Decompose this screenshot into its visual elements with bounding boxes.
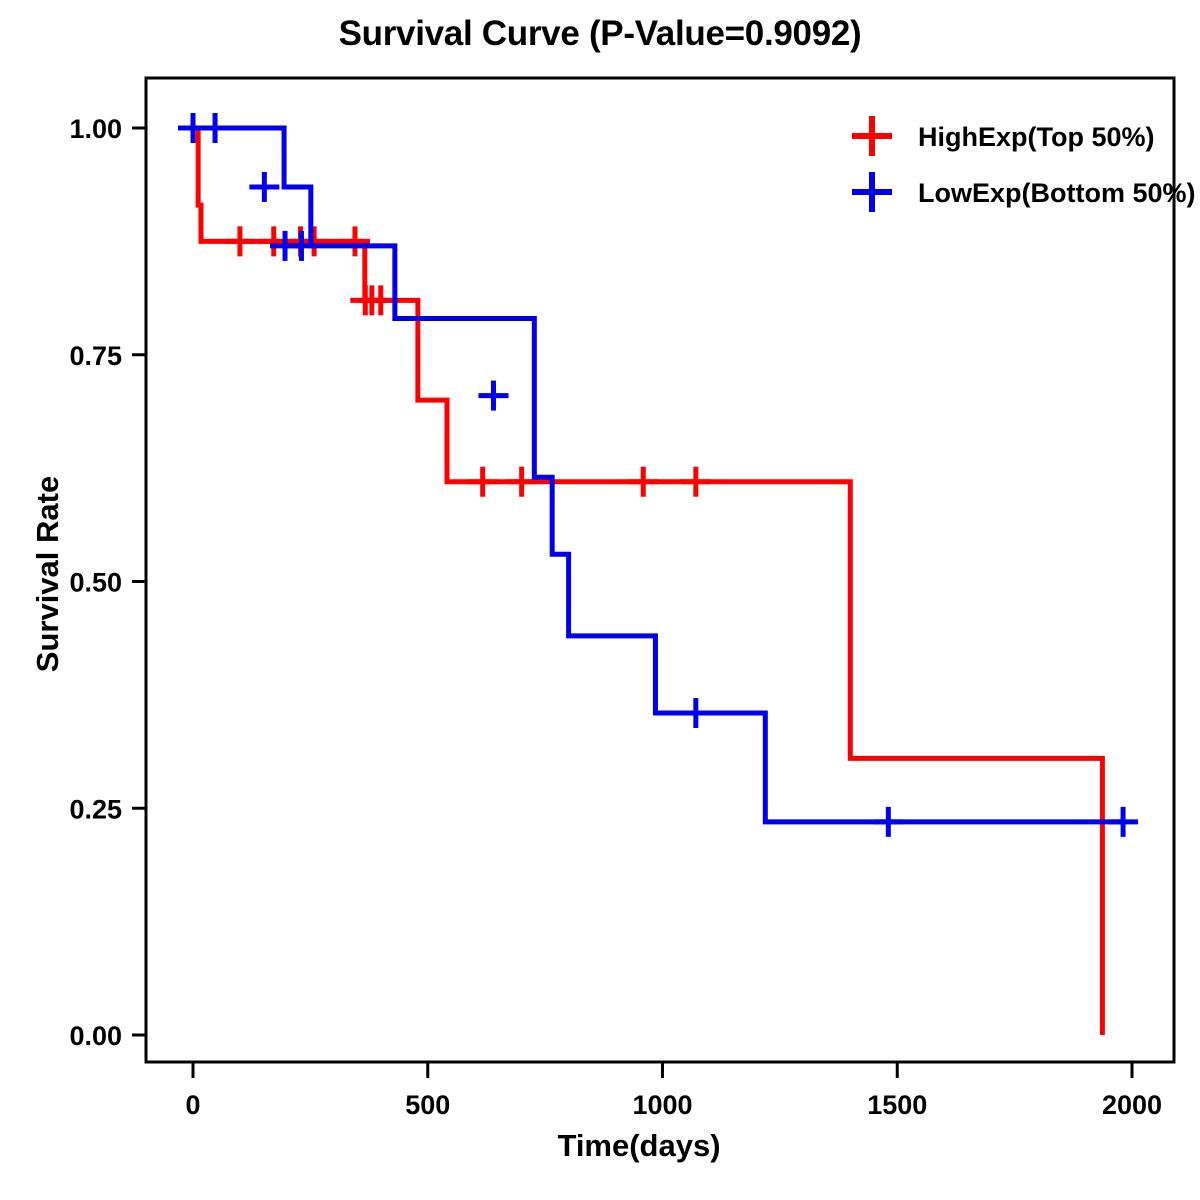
x-axis-label: Time(days): [557, 1128, 721, 1163]
censor-marker: [224, 226, 255, 257]
censor-marker: [339, 226, 370, 257]
censor-marker: [680, 698, 711, 729]
survival-step-line: [193, 125, 1105, 1035]
data-series: [178, 113, 1139, 1035]
chart-title: Survival Curve (P-Value=0.9092): [338, 14, 862, 53]
y-tick-label: 0.75: [69, 341, 122, 371]
y-tick-label: 0.25: [69, 794, 122, 824]
x-tick-label: 0: [185, 1090, 200, 1120]
censor-marker: [249, 171, 280, 202]
legend-item[interactable]: LowExp(Bottom 50%): [852, 172, 1196, 212]
x-tick-label: 1500: [867, 1090, 927, 1120]
censor-marker: [200, 113, 231, 143]
x-tick-label: 1000: [632, 1090, 692, 1120]
censor-marker: [299, 226, 330, 257]
censor-marker: [478, 380, 509, 411]
censor-marker: [467, 466, 498, 497]
censor-marker: [286, 230, 317, 261]
censor-marker: [365, 285, 396, 316]
censor-marker: [628, 466, 659, 497]
axis-ticks: [132, 126, 1134, 1078]
axis-tick-labels: 0.00 0.25 0.50 0.75 1.00 0 500 1000 1500 2000: [69, 114, 1162, 1120]
censor-marker: [873, 806, 904, 837]
legend-label: LowExp(Bottom 50%): [918, 178, 1196, 208]
x-tick-label: 2000: [1102, 1090, 1162, 1120]
censor-marker: [680, 466, 711, 497]
panel-rect: [144, 76, 1176, 1064]
x-tick-label: 500: [405, 1090, 450, 1120]
censor-marker: [1108, 806, 1139, 837]
legend-item[interactable]: HighExp(Top 50%): [852, 116, 1155, 156]
y-tick-label: 0.50: [69, 568, 122, 598]
chart-legend[interactable]: HighExp(Top 50%) LowExp(Bottom 50%): [852, 116, 1196, 212]
legend-label: HighExp(Top 50%): [918, 122, 1155, 152]
y-tick-label: 1.00: [69, 114, 122, 144]
plot-panel-border: [144, 76, 1176, 1064]
survival-step-line: [193, 125, 1124, 825]
y-tick-label: 0.00: [69, 1021, 122, 1051]
censor-marker: [506, 466, 537, 497]
